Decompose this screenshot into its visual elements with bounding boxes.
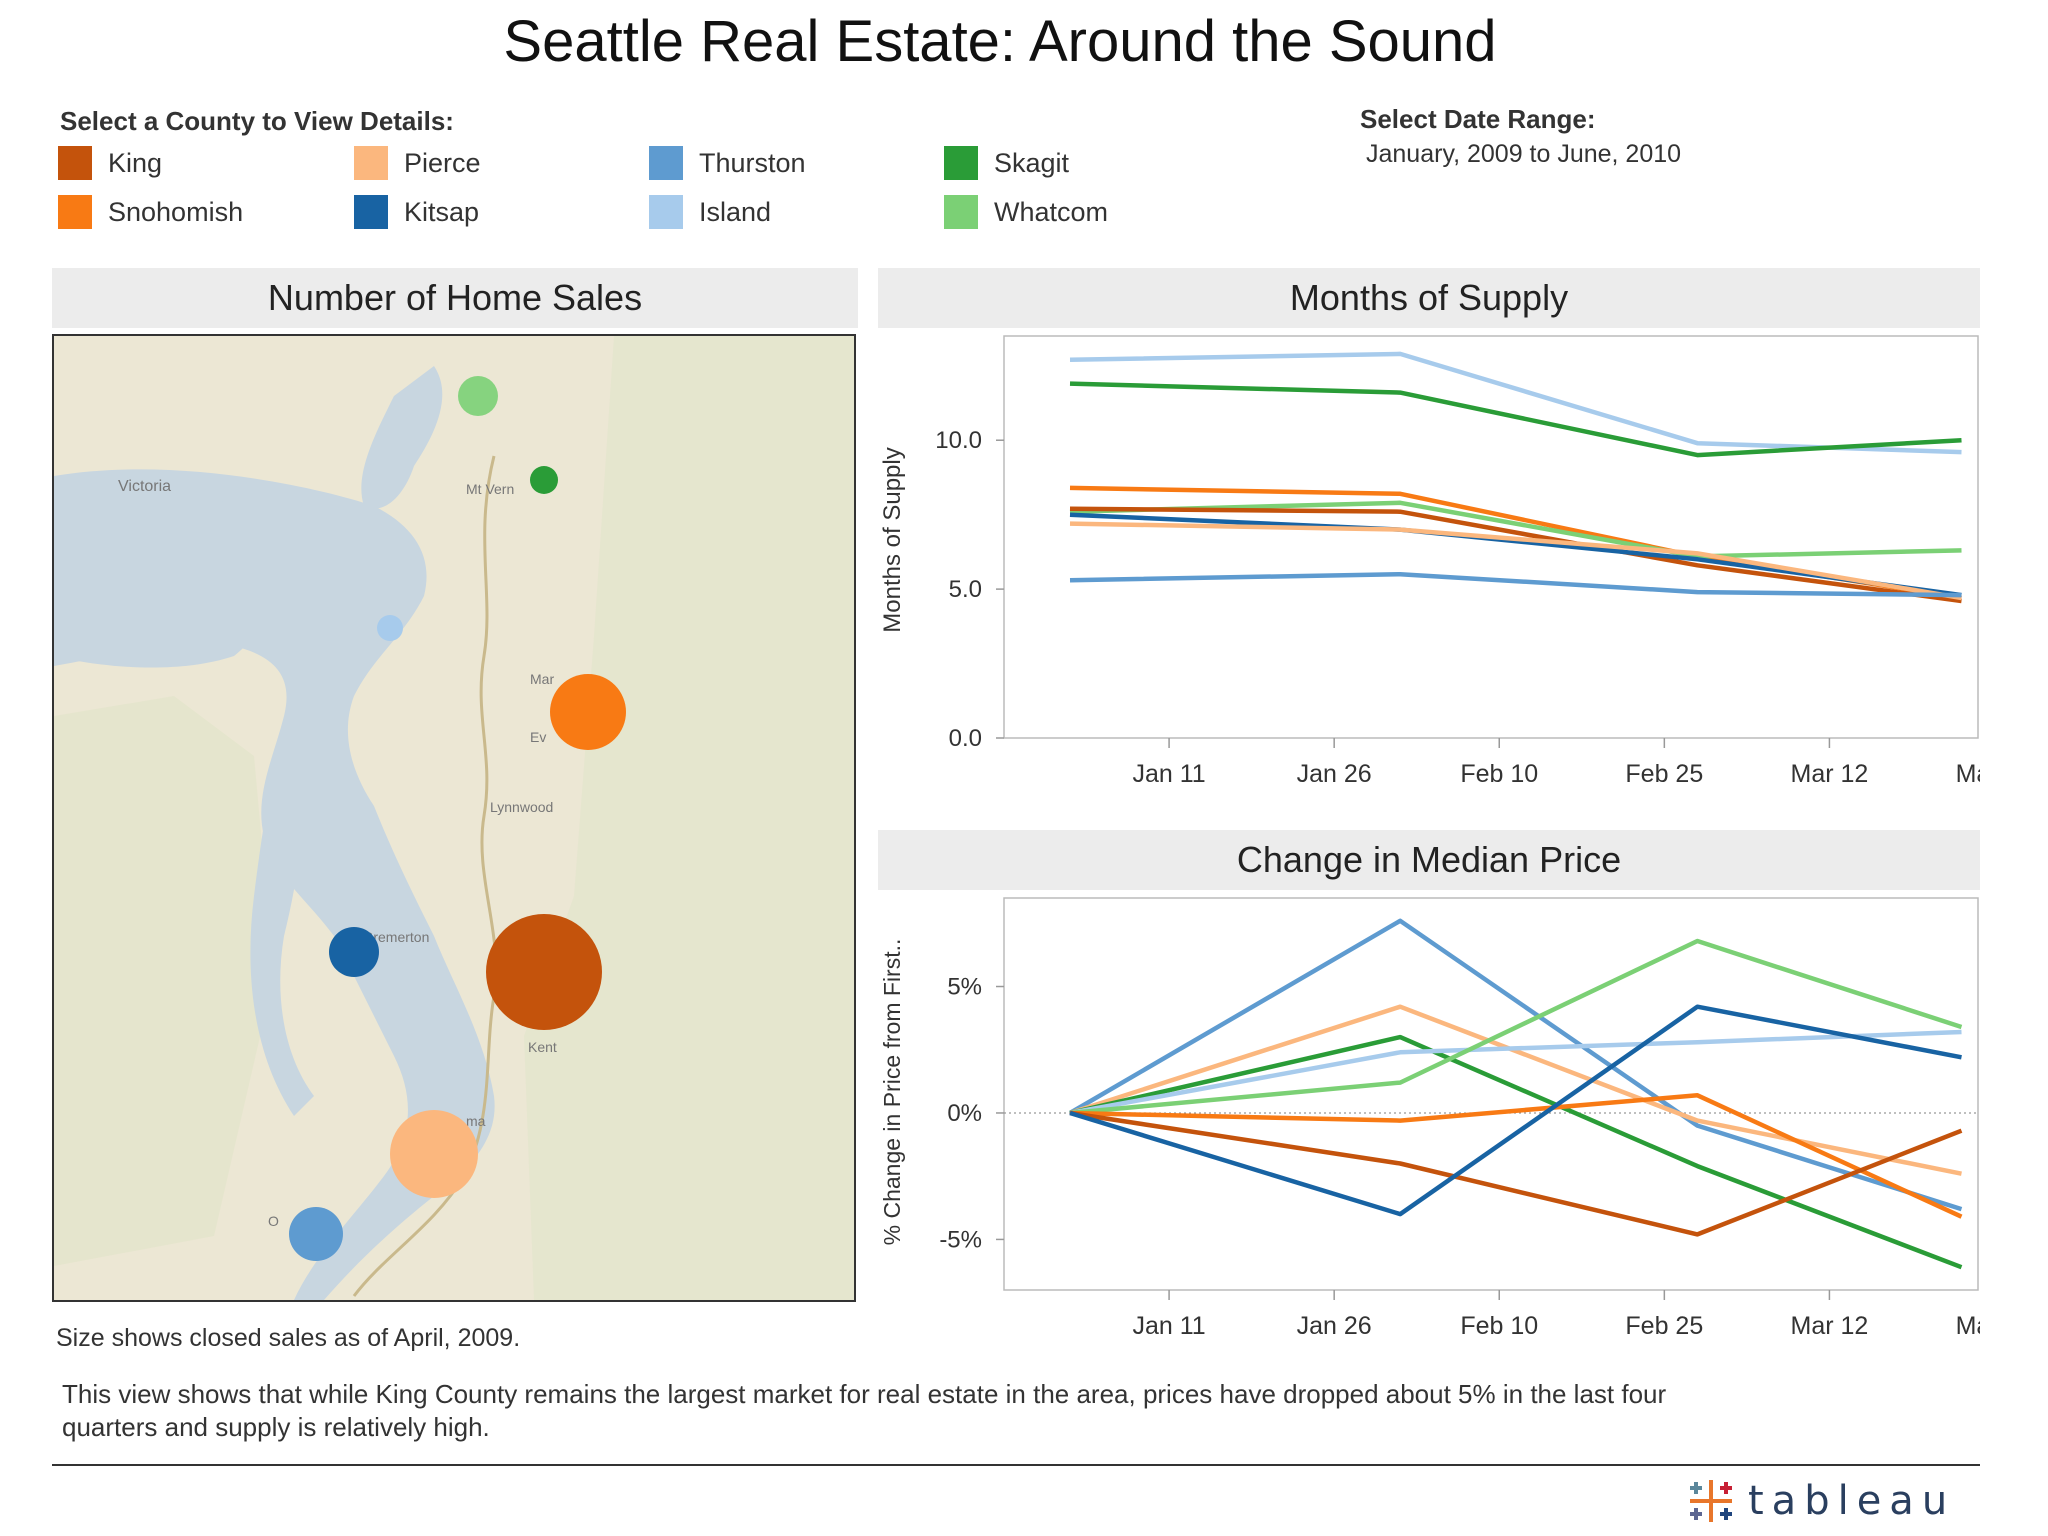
- y-tick-label: 0.0: [949, 725, 982, 752]
- swatch-island: [649, 195, 683, 229]
- legend-item-skagit[interactable]: Skagit: [944, 146, 1069, 180]
- plot-frame: [1003, 335, 1979, 739]
- home-sales-map[interactable]: Victoria Mt Vern Mar Ev Lynnwood Bremert…: [52, 334, 856, 1302]
- x-tick-label: Jan 11: [1132, 760, 1205, 788]
- x-tick-label: Jan 26: [1297, 1312, 1372, 1340]
- legend-item-king[interactable]: King: [58, 146, 162, 180]
- map-label-everett: Ev: [530, 729, 546, 745]
- map-label-bremerton: Bremerton: [364, 929, 429, 945]
- legend-label: King: [108, 147, 163, 178]
- y-tick-label: 0%: [947, 1100, 982, 1127]
- legend-label: Thurston: [699, 147, 806, 178]
- date-range-heading: Select Date Range:: [1360, 104, 1596, 134]
- median-price-change-chart[interactable]: % Change in Price from First.. -5% 0% 5% J…: [878, 892, 1980, 1352]
- series-line-whatcom[interactable]: [1069, 500, 1962, 559]
- legend-heading: Select a County to View Details:: [60, 106, 454, 136]
- swatch-snohomish: [58, 195, 92, 229]
- bubble-king[interactable]: [486, 914, 602, 1030]
- swatch-whatcom: [944, 195, 978, 229]
- bubble-skagit[interactable]: [530, 466, 558, 494]
- legend-item-snohomish[interactable]: Snohomish: [58, 195, 243, 229]
- x-tick-label: Jan 26: [1297, 760, 1372, 788]
- series-line-kitsap[interactable]: [1069, 1004, 1962, 1217]
- dashboard-title: Seattle Real Estate: Around the Sound: [503, 9, 1497, 74]
- plot-frame: [1003, 897, 1979, 1291]
- x-tick-label: Jan 11: [1132, 1312, 1205, 1340]
- x-tick-label: Mar 27: [1956, 760, 1980, 788]
- y-axis-label: Months of Supply: [879, 447, 906, 632]
- legend-item-pierce[interactable]: Pierce: [354, 146, 481, 180]
- map-caption: Size shows closed sales as of April, 200…: [56, 1324, 521, 1352]
- map-canvas: Victoria Mt Vern Mar Ev Lynnwood Bremert…: [54, 336, 854, 1300]
- legend-label: Pierce: [404, 147, 481, 178]
- months-of-supply-chart[interactable]: Months of Supply 0.0 5.0 10.0 Jan 11 Jan 26…: [878, 330, 1980, 790]
- y-tick-label: 10.0: [935, 427, 982, 454]
- supply-panel-title: Months of Supply: [878, 268, 1980, 328]
- y-tick-label: 5%: [947, 974, 982, 1001]
- map-terrain-east: [524, 336, 854, 1300]
- bubble-whatcom[interactable]: [458, 376, 498, 416]
- series-line-island[interactable]: [1069, 1029, 1962, 1116]
- legend-item-island[interactable]: Island: [649, 195, 771, 229]
- dashboard-description: This view shows that while King County r…: [62, 1379, 1667, 1442]
- series-line-pierce[interactable]: [1069, 1004, 1962, 1176]
- map-water-bay: [361, 366, 443, 509]
- x-tick-label: Feb 10: [1460, 1312, 1538, 1340]
- swatch-kitsap: [354, 195, 388, 229]
- legend-label: Skagit: [994, 147, 1070, 178]
- x-tick-label: Feb 25: [1625, 760, 1703, 788]
- x-tick-label: Feb 10: [1460, 760, 1538, 788]
- series-line-whatcom[interactable]: [1069, 938, 1963, 1116]
- x-tick-label: Mar 27: [1956, 1312, 1980, 1340]
- legend-item-thurston[interactable]: Thurston: [649, 146, 806, 180]
- map-label-lynnwood: Lynnwood: [490, 799, 553, 815]
- tableau-cross-icon: [1690, 1480, 1732, 1522]
- series-line-skagit[interactable]: [1069, 381, 1962, 458]
- map-label-victoria: Victoria: [118, 478, 171, 495]
- legend-label: Snohomish: [108, 196, 244, 227]
- series-line-thurston[interactable]: [1069, 571, 1962, 598]
- tableau-wordmark: tableau: [1748, 1478, 1956, 1524]
- y-tick-label: -5%: [939, 1226, 982, 1253]
- y-axis-label: % Change in Price from First..: [879, 939, 905, 1246]
- map-label-marysville: Mar: [530, 671, 554, 687]
- map-water-strait: [54, 482, 279, 668]
- legend-item-kitsap[interactable]: Kitsap: [354, 195, 479, 229]
- bubble-kitsap[interactable]: [329, 927, 379, 977]
- bubble-pierce[interactable]: [390, 1110, 478, 1198]
- x-tick-label: Mar 12: [1791, 1312, 1869, 1340]
- x-tick-label: Mar 12: [1791, 760, 1869, 788]
- series-line-skagit[interactable]: [1069, 1034, 1963, 1270]
- series-line-king[interactable]: [1069, 506, 1962, 604]
- map-terrain-west: [54, 696, 274, 1266]
- y-tick-label: 5.0: [949, 576, 982, 603]
- bubble-snohomish[interactable]: [550, 674, 626, 750]
- map-panel-title: Number of Home Sales: [52, 268, 858, 328]
- series-line-thurston[interactable]: [1068, 918, 1963, 1212]
- swatch-pierce: [354, 146, 388, 180]
- map-label-tacoma: ma: [466, 1113, 486, 1129]
- map-water-hood-canal: [250, 696, 314, 1116]
- legend-label: Whatcom: [994, 196, 1109, 227]
- map-label-olympia: O: [268, 1213, 279, 1229]
- series-line-pierce[interactable]: [1069, 521, 1962, 601]
- map-label-kent: Kent: [528, 1039, 557, 1055]
- map-label-mtvernon: Mt Vern: [466, 481, 514, 497]
- bubble-thurston[interactable]: [289, 1207, 343, 1261]
- series-line-king[interactable]: [1069, 1110, 1963, 1237]
- swatch-skagit: [944, 146, 978, 180]
- swatch-thurston: [649, 146, 683, 180]
- legend-label: Island: [699, 196, 772, 227]
- x-tick-label: Feb 25: [1625, 1312, 1703, 1340]
- price-panel-title: Change in Median Price: [878, 830, 1980, 890]
- tableau-logo[interactable]: tableau: [1684, 1476, 1955, 1526]
- bubble-island[interactable]: [377, 615, 403, 641]
- date-range-value[interactable]: January, 2009 to June, 2010: [1366, 140, 1682, 168]
- series-line-island[interactable]: [1069, 351, 1962, 455]
- footer-divider: [52, 1464, 1980, 1466]
- swatch-king: [58, 146, 92, 180]
- legend-item-whatcom[interactable]: Whatcom: [944, 195, 1108, 229]
- legend-label: Kitsap: [404, 196, 480, 227]
